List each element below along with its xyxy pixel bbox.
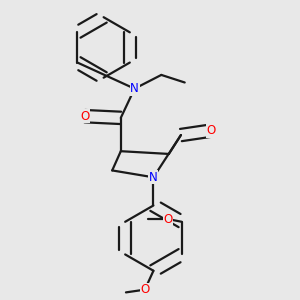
Text: O: O: [140, 283, 149, 296]
Text: O: O: [163, 212, 172, 226]
Text: N: N: [130, 82, 139, 95]
Text: O: O: [206, 124, 216, 137]
Text: O: O: [80, 110, 89, 123]
Text: N: N: [149, 171, 158, 184]
